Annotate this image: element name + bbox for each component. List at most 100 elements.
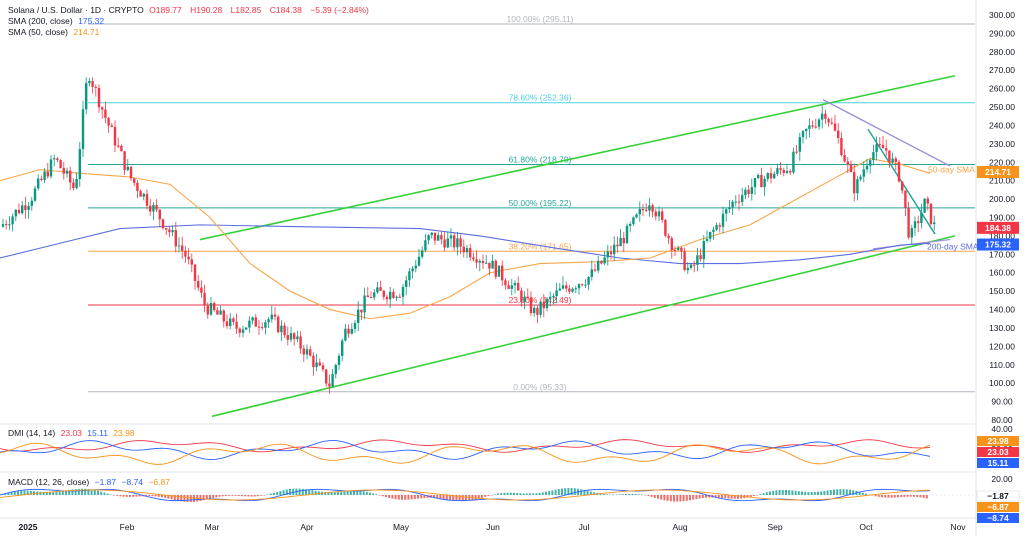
fib-label-0: 100.00% (295.11) (507, 14, 574, 24)
macd-bar (669, 495, 672, 502)
macd-bar (420, 495, 423, 499)
macd-bar (436, 495, 439, 499)
x-tick-label-0: 2025 (19, 522, 38, 532)
macd-bar (263, 495, 266, 496)
candle-body (382, 290, 385, 297)
candle-body (424, 240, 427, 251)
candle-body (721, 213, 725, 227)
x-tick-label-2: Mar (205, 522, 220, 532)
macd-bar (157, 495, 160, 497)
candle-body (245, 327, 248, 330)
candle-body (241, 329, 245, 333)
macd-bar (311, 490, 314, 495)
macd-bar (858, 491, 861, 495)
candle-body (389, 291, 392, 300)
macd-bar (129, 495, 131, 497)
macd-bar (628, 493, 631, 495)
candle-body (171, 230, 174, 233)
sma200-legend[interactable]: SMA (200, close) 175.32 (8, 16, 107, 27)
macd-bar (746, 495, 749, 498)
candle-body (753, 178, 757, 188)
macd-bar (106, 493, 109, 495)
ohlc-l: L182.85 (230, 5, 262, 15)
macd-bar (356, 490, 359, 495)
macd-bar (391, 495, 394, 499)
ohlc-h: H190.28 (190, 5, 223, 15)
candle-body (654, 211, 657, 217)
candle-body (648, 205, 651, 211)
macd-bar (410, 495, 413, 500)
macd-bar (285, 489, 288, 495)
candle-body (187, 256, 190, 260)
macd-legend[interactable]: MACD (12, 26, close) −1.87 −8.74 −6.87 (8, 477, 173, 488)
candle-body (251, 317, 254, 321)
candle-body (197, 280, 200, 288)
macd-bar (733, 495, 736, 499)
x-tick-label-9: Oct (859, 522, 873, 532)
candle-body (296, 336, 299, 340)
candle-body (881, 144, 885, 149)
macd-bar (221, 495, 224, 497)
candle-body (459, 238, 462, 247)
candle-body (635, 214, 638, 218)
candle-body (59, 160, 62, 169)
macd-bar (138, 495, 141, 497)
macd-bar (762, 493, 765, 495)
candle-body (347, 328, 350, 334)
macd-bar (385, 495, 387, 498)
candle-body (789, 171, 792, 173)
macd-bar (247, 495, 250, 497)
macd-bar (77, 488, 80, 495)
candle-body (597, 260, 600, 271)
sma50-value: 214.71 (73, 27, 100, 37)
sma200-label: SMA (200, close) (8, 16, 73, 26)
candle-body (664, 219, 667, 236)
candle-body (37, 178, 40, 189)
macd-bar (17, 490, 19, 495)
candle-body (401, 286, 405, 297)
y-tick-label-18: 120.00 (989, 341, 1015, 351)
macd-badge-bg-1 (977, 502, 1019, 512)
candle-body (168, 229, 171, 233)
candle-body (645, 209, 648, 211)
candle-body (926, 198, 929, 204)
candle-body (661, 211, 664, 220)
macd-bar (570, 488, 573, 495)
candle-body (875, 144, 878, 153)
candle-body (433, 232, 437, 241)
candle-body (609, 251, 613, 255)
candle-body (728, 207, 731, 210)
macd-bar (71, 489, 74, 495)
candle-body (369, 297, 373, 299)
candle-body (273, 314, 277, 317)
y-tick-label-6: 240.00 (989, 120, 1015, 130)
candle-body (11, 216, 14, 225)
candle-body (286, 335, 289, 340)
macd-bar (909, 495, 912, 497)
macd-bar (785, 489, 787, 495)
candle-body (417, 256, 421, 266)
candles-group (1, 77, 936, 394)
sma50-legend[interactable]: SMA (50, close) 214.71 (8, 27, 102, 38)
candle-body (408, 271, 411, 281)
candle-body (792, 151, 795, 173)
macd-bar (573, 488, 576, 495)
dmi-legend[interactable]: DMI (14, 14) 23.03 15.11 23.98 (8, 428, 138, 439)
candle-body (414, 265, 417, 269)
candle-body (152, 205, 155, 212)
candle-body (78, 149, 81, 180)
candle-body (718, 225, 721, 227)
macd-bar (183, 495, 186, 502)
macd-bar (234, 495, 237, 496)
candle-body (334, 364, 337, 375)
x-tick-label-5: Jun (486, 522, 500, 532)
candle-body (446, 238, 449, 248)
candle-body (181, 245, 184, 251)
candle-body (462, 246, 465, 253)
candle-body (856, 179, 859, 194)
x-tick-label-4: May (393, 522, 410, 532)
candle-body (571, 288, 574, 292)
fib-label-6: 0.00% (95.33) (513, 382, 567, 392)
candle-body (878, 144, 881, 146)
